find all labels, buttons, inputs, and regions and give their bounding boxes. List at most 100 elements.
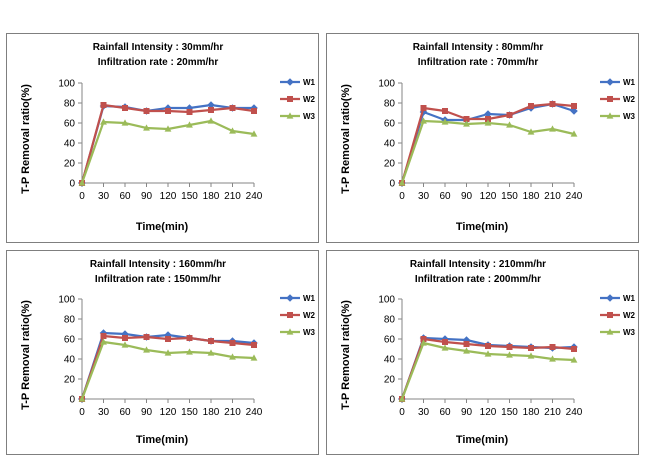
y-axis-label: T-P Removal ratio(%) [20,84,32,194]
x-tick-label: 240 [246,191,263,202]
data-point-w3 [549,125,556,132]
y-tick-label: 40 [384,139,396,150]
data-point-w2 [251,108,257,114]
data-point-w3 [463,120,470,127]
data-point-w3 [186,348,193,355]
x-tick-label: 240 [246,407,263,418]
x-axis-label: Time(min) [456,221,509,233]
x-tick-label: 210 [224,191,241,202]
y-tick-label: 100 [378,295,395,306]
legend-marker-w2 [607,96,613,102]
x-tick-label: 120 [160,191,177,202]
data-point-w1 [484,110,492,118]
y-tick-label: 100 [378,79,395,90]
legend-marker-w2 [287,312,293,318]
data-point-w3 [186,121,193,128]
data-point-w2 [165,108,171,114]
data-point-w2 [100,102,107,108]
y-tick-label: 40 [384,355,396,366]
legend-label-w3: W3 [623,328,636,337]
x-tick-label: 0 [79,191,85,202]
data-point-w3 [207,117,215,124]
legend-label-w2: W2 [623,95,636,104]
chart-panel-4: Rainfall Intensity : 210mm/hr Infiltratio… [326,250,639,455]
x-tick-label: 210 [544,407,561,418]
y-tick-label: 20 [384,375,396,386]
data-point-w3 [398,395,406,402]
y-tick-label: 80 [384,315,396,326]
x-tick-label: 210 [224,407,241,418]
chart-panel-1: Rainfall Intensity : 30mm/hr Infiltration… [6,33,319,243]
y-tick-label: 0 [389,179,395,190]
x-tick-label: 30 [418,407,430,418]
data-point-w3 [229,127,236,134]
data-point-w2 [420,336,427,342]
chart-title-line: Infiltration rate : 70mm/hr [418,57,539,68]
legend-label-w3: W3 [303,328,316,337]
x-tick-label: 0 [79,407,85,418]
x-tick-label: 90 [141,191,153,202]
data-point-w3 [527,352,535,359]
legend-marker-w3 [606,112,614,119]
chart-svg-1: Rainfall Intensity : 30mm/hr Infiltration… [20,42,316,233]
y-tick-label: 100 [58,295,75,306]
legend-label-w2: W2 [623,311,636,320]
x-tick-label: 120 [480,407,497,418]
chart-title-line: Infiltration rate : 20mm/hr [98,57,219,68]
x-tick-label: 30 [418,191,430,202]
y-tick-label: 60 [64,119,76,130]
data-point-w3 [570,130,578,137]
x-tick-label: 60 [439,407,451,418]
x-tick-label: 120 [480,191,497,202]
y-tick-label: 40 [64,139,76,150]
y-tick-label: 80 [384,99,396,110]
data-point-w3 [570,356,578,363]
x-tick-label: 150 [181,407,198,418]
data-point-w2 [571,103,577,109]
data-point-w2 [485,343,491,349]
chart-title-line: Rainfall Intensity : 30mm/hr [93,42,224,53]
data-point-w2 [122,105,128,111]
x-tick-label: 30 [98,407,110,418]
data-point-w3 [78,395,86,402]
chart-title-line: Rainfall Intensity : 160mm/hr [90,259,226,270]
data-point-w3 [463,347,470,354]
y-tick-label: 20 [384,159,396,170]
x-tick-label: 180 [203,407,220,418]
y-tick-label: 0 [69,395,75,406]
y-axis-label: T-P Removal ratio(%) [340,84,352,194]
x-tick-label: 120 [160,407,177,418]
legend-marker-w3 [606,328,614,335]
legend-marker-w2 [287,96,293,102]
x-tick-label: 60 [119,407,131,418]
legend-marker-w3 [286,112,294,119]
data-point-w3 [164,349,172,356]
data-point-w3 [420,339,427,346]
data-point-w2 [463,341,470,347]
x-tick-label: 150 [501,191,518,202]
chart-svg-4: Rainfall Intensity : 210mm/hr Infiltratio… [340,259,636,446]
data-point-w3 [143,346,150,353]
data-point-w3 [484,350,492,357]
y-tick-label: 20 [64,375,76,386]
x-axis-label: Time(min) [136,221,189,233]
x-tick-label: 60 [439,191,451,202]
x-axis-label: Time(min) [136,434,189,446]
data-point-w3 [250,130,258,137]
legend-label-w2: W2 [303,311,316,320]
y-tick-label: 0 [69,179,75,190]
data-point-w2 [229,340,236,346]
chart-svg-2: Rainfall Intensity : 80mm/hr Infiltration… [340,42,636,233]
data-point-w2 [165,336,171,342]
legend-marker-w1 [286,294,294,302]
chart-svg-3: Rainfall Intensity : 160mm/hr Infiltratio… [20,259,316,446]
data-point-w2 [100,333,107,339]
data-point-w2 [571,346,577,352]
y-tick-label: 80 [64,315,76,326]
series-line-w2 [80,334,255,400]
y-axis-label: T-P Removal ratio(%) [20,300,32,410]
x-tick-label: 30 [98,191,110,202]
legend-label-w1: W1 [623,78,636,87]
data-point-w3 [506,351,513,358]
data-point-w3 [441,118,449,125]
